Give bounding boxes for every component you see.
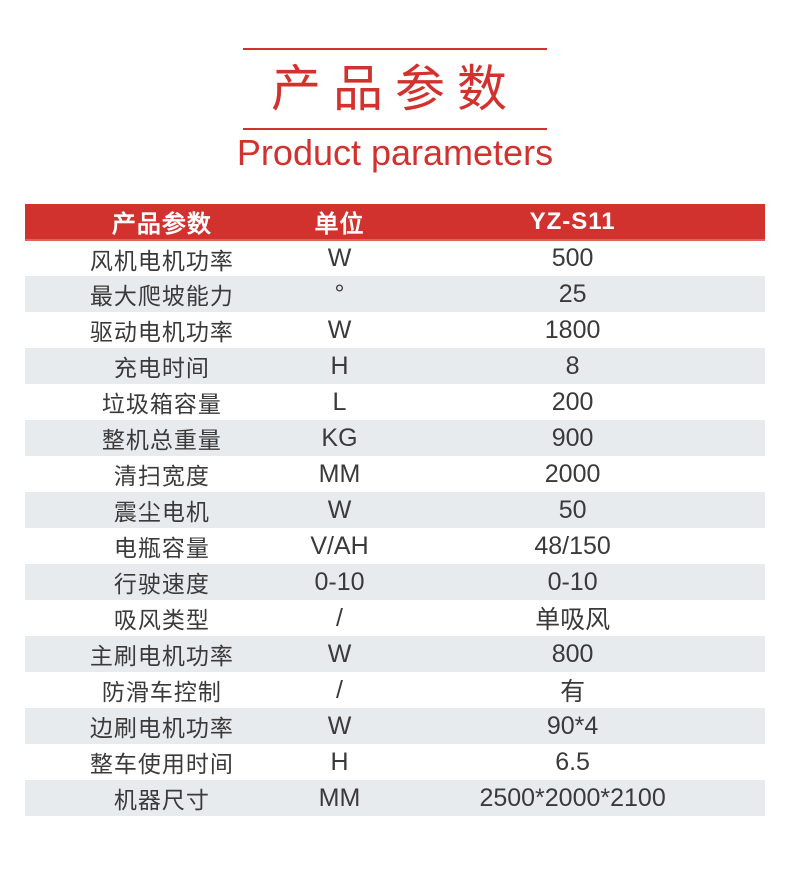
unit-cell: MM — [318, 783, 361, 812]
table-row: 电瓶容量 V/AH 48/150 — [25, 528, 765, 564]
param-name-cell: 机器尺寸 — [113, 787, 210, 813]
unit-cell: H — [330, 351, 349, 380]
value-cell: 500 — [551, 244, 594, 272]
unit-cell: W — [327, 495, 352, 524]
spec-header-unit: 单位 — [298, 204, 381, 241]
param-name-cell: 防滑车控制 — [101, 679, 222, 705]
value-cell: 单吸风 — [535, 606, 611, 634]
param-name-cell: 垃圾箱容量 — [101, 391, 222, 417]
value-cell: 50 — [558, 495, 587, 524]
value-cell: 6.5 — [555, 747, 590, 776]
spec-table-body: 风机电机功率 W 500 最大爬坡能力 ° 25 驱动电机功率 W 1800 充… — [25, 240, 765, 816]
table-row: 最大爬坡能力 ° 25 — [25, 276, 765, 312]
title-block: 产品参数 Product parameters — [0, 0, 790, 172]
title-rule-top — [243, 48, 547, 50]
unit-cell: W — [327, 244, 352, 272]
table-row: 驱动电机功率 W 1800 — [25, 312, 765, 348]
unit-cell: KG — [321, 423, 358, 452]
spec-table: 产品参数 单位 YZ-S11 风机电机功率 W 500 最大爬坡能力 ° 25 … — [25, 204, 765, 816]
value-cell: 800 — [551, 639, 594, 668]
value-cell: 90*4 — [546, 711, 599, 740]
table-row: 机器尺寸 MM 2500*2000*2100 — [25, 780, 765, 816]
unit-cell: W — [327, 711, 352, 740]
unit-cell: / — [336, 675, 343, 704]
unit-cell: L — [332, 387, 347, 416]
value-cell: 2000 — [544, 459, 601, 488]
param-name-cell: 边刷电机功率 — [89, 715, 234, 741]
param-name-cell: 最大爬坡能力 — [89, 283, 234, 309]
value-cell: 48/150 — [534, 531, 611, 560]
page-title-en: Product parameters — [236, 132, 554, 173]
unit-cell: V/AH — [310, 531, 369, 560]
value-cell: 1800 — [544, 315, 601, 344]
table-row: 吸风类型 / 单吸风 — [25, 600, 765, 636]
spec-header-row: 产品参数 单位 YZ-S11 — [25, 204, 765, 241]
unit-cell: W — [327, 315, 352, 344]
title-rule-bottom — [243, 128, 547, 130]
table-row: 风机电机功率 W 500 — [25, 240, 765, 276]
table-row: 行驶速度 0-10 0-10 — [25, 564, 765, 600]
value-cell: 有 — [560, 678, 586, 706]
unit-cell: / — [336, 603, 343, 632]
param-name-cell: 震尘电机 — [113, 499, 210, 525]
page-title-zh: 产品参数 — [271, 61, 519, 117]
table-row: 防滑车控制 / 有 — [25, 672, 765, 708]
table-row: 主刷电机功率 W 800 — [25, 636, 765, 672]
param-name-cell: 吸风类型 — [113, 607, 210, 633]
table-row: 充电时间 H 8 — [25, 348, 765, 384]
unit-cell: H — [330, 747, 349, 776]
param-name-cell: 整车使用时间 — [89, 751, 234, 777]
param-name-cell: 清扫宽度 — [113, 463, 210, 489]
param-name-cell: 主刷电机功率 — [89, 643, 234, 669]
value-cell: 8 — [565, 351, 580, 380]
param-name-cell: 驱动电机功率 — [89, 319, 234, 345]
param-name-cell: 整机总重量 — [101, 427, 222, 453]
table-row: 垃圾箱容量 L 200 — [25, 384, 765, 420]
unit-cell: MM — [318, 459, 361, 488]
value-cell: 2500*2000*2100 — [479, 783, 666, 812]
unit-cell: W — [327, 639, 352, 668]
value-cell: 25 — [558, 279, 587, 308]
table-row: 边刷电机功率 W 90*4 — [25, 708, 765, 744]
unit-cell: 0-10 — [314, 567, 365, 596]
param-name-cell: 行驶速度 — [113, 571, 210, 597]
param-name-cell: 电瓶容量 — [113, 535, 210, 561]
unit-cell: ° — [334, 279, 345, 308]
value-cell: 900 — [551, 423, 594, 452]
spec-header-model: YZ-S11 — [380, 204, 765, 241]
spec-table-container: 产品参数 单位 YZ-S11 风机电机功率 W 500 最大爬坡能力 ° 25 … — [25, 204, 765, 816]
table-row: 整车使用时间 H 6.5 — [25, 744, 765, 780]
table-row: 震尘电机 W 50 — [25, 492, 765, 528]
table-row: 整机总重量 KG 900 — [25, 420, 765, 456]
table-row: 清扫宽度 MM 2000 — [25, 456, 765, 492]
param-name-cell: 充电时间 — [113, 355, 210, 381]
param-name-cell: 风机电机功率 — [89, 247, 234, 274]
value-cell: 200 — [551, 387, 594, 416]
value-cell: 0-10 — [547, 567, 598, 596]
spec-header-param: 产品参数 — [25, 204, 299, 241]
